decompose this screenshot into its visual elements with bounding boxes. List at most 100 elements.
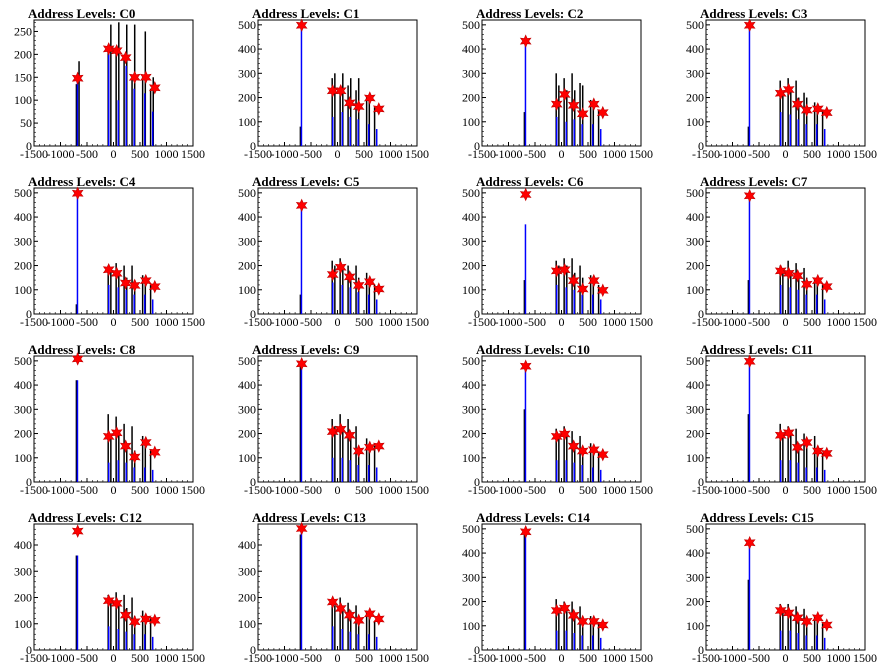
y-tick-label: 0	[250, 643, 256, 657]
x-tick-label: -1000	[271, 315, 299, 329]
y-tick-label: 100	[238, 451, 256, 465]
peak-marker	[587, 614, 600, 629]
x-tick-label: 1500	[405, 483, 429, 497]
peak-marker	[363, 275, 376, 289]
y-tick-label: 0	[698, 643, 704, 657]
x-tick-label: 500	[355, 315, 373, 329]
chart-title: Address Levels: C3	[700, 6, 808, 21]
chart-svg: Address Levels: C20100200300400500-1500-…	[462, 6, 653, 161]
x-tick-label: 1000	[827, 147, 851, 161]
x-tick-label: -1500	[244, 483, 272, 497]
y-tick-label: 300	[14, 402, 32, 416]
peak-marker	[567, 439, 580, 453]
y-tick-label: 200	[462, 91, 480, 105]
y-tick-label: 100	[462, 619, 480, 633]
y-tick-label: 100	[14, 617, 32, 631]
peak-marker	[363, 607, 376, 621]
peak-marker	[110, 43, 123, 58]
peak-marker	[352, 613, 365, 628]
x-tick-label: -1500	[692, 315, 720, 329]
peak-marker	[558, 262, 571, 277]
x-tick-label: -1500	[692, 147, 720, 161]
x-tick-label: -1000	[47, 651, 75, 665]
peak-marker	[343, 270, 356, 284]
y-tick-label: 200	[14, 591, 32, 605]
x-tick-label: 0	[559, 651, 565, 665]
y-tick-label: 500	[238, 18, 256, 32]
chart-svg: Address Levels: C13 0 100 200 300 400 -1500-10…	[238, 510, 429, 665]
y-tick-label: 300	[686, 66, 704, 80]
x-tick-label: -500	[300, 483, 322, 497]
y-tick-label: 400	[238, 538, 256, 552]
y-tick-label: 200	[462, 427, 480, 441]
peak-marker	[352, 278, 365, 293]
plot-frame	[481, 187, 642, 315]
chart-panel: Address Levels: C3 0 100 200 300 400 500 -1500-…	[672, 0, 896, 168]
chart-title: Address Levels: C0	[28, 6, 135, 21]
y-tick-label: 100	[238, 617, 256, 631]
y-tick-label: 400	[238, 42, 256, 56]
y-tick-label: 250	[14, 24, 32, 38]
y-tick-label: 200	[686, 427, 704, 441]
x-tick-label: 1500	[181, 315, 205, 329]
x-tick-label: 1500	[181, 651, 205, 665]
peak-marker	[148, 81, 161, 95]
peak-marker	[587, 97, 600, 111]
peak-marker	[372, 439, 385, 453]
peak-marker	[128, 70, 141, 85]
chart-svg: Address Levels: C80100200300400500-1500-…	[14, 342, 205, 497]
peak-marker	[148, 445, 161, 459]
y-tick-label: 100	[686, 283, 704, 297]
peak-marker	[558, 601, 571, 615]
chart-panel: Address Levels: C1 0 100 200 300 400 500 -1500-…	[224, 0, 448, 168]
peak-marker	[295, 198, 308, 213]
x-tick-label: -1500	[468, 483, 496, 497]
peak-marker	[372, 102, 385, 116]
x-tick-label: -500	[524, 147, 546, 161]
peak-marker	[326, 267, 339, 282]
peak-marker	[820, 446, 833, 461]
peak-marker	[519, 34, 532, 48]
x-tick-label: 1000	[155, 483, 179, 497]
x-tick-label: 1000	[603, 315, 627, 329]
x-tick-label: 1500	[181, 483, 205, 497]
x-tick-label: 500	[579, 483, 597, 497]
peak-marker	[139, 612, 152, 626]
x-tick-label: 500	[579, 651, 597, 665]
peak-marker	[774, 264, 787, 278]
x-tick-label: -500	[300, 315, 322, 329]
x-tick-label: -500	[524, 483, 546, 497]
peak-marker	[295, 521, 308, 536]
peak-marker	[791, 268, 804, 283]
chart-title: Address Levels: C10	[476, 342, 590, 357]
y-tick-label: 100	[14, 451, 32, 465]
x-tick-label: 0	[335, 147, 341, 161]
y-tick-label: 300	[686, 402, 704, 416]
peak-marker	[102, 593, 115, 608]
x-tick-label: -1500	[244, 147, 272, 161]
y-tick-label: 300	[462, 570, 480, 584]
peak-marker	[519, 525, 532, 539]
chart-svg: Address Levels: C50100200300400500-1500-…	[238, 174, 429, 329]
chart-panel: Address Levels: C6 0 100 200 300 400 500 -1500-…	[448, 168, 672, 336]
x-tick-label: 0	[335, 483, 341, 497]
x-tick-label: 1000	[827, 315, 851, 329]
x-tick-label: 500	[355, 147, 373, 161]
x-tick-label: 1500	[405, 315, 429, 329]
peak-marker	[71, 186, 84, 201]
x-tick-label: 0	[111, 315, 117, 329]
y-tick-label: 300	[686, 234, 704, 248]
peak-marker	[558, 87, 571, 102]
x-tick-label: 1000	[379, 147, 403, 161]
chart-svg: Address Levels: C10 0 100 200 300 400 500 -1500…	[462, 342, 653, 497]
peak-marker	[148, 613, 161, 628]
peak-marker	[567, 273, 580, 288]
y-tick-label: 200	[238, 91, 256, 105]
x-tick-label: -500	[300, 147, 322, 161]
peak-marker	[372, 282, 385, 296]
y-tick-label: 300	[14, 564, 32, 578]
y-tick-label: 200	[14, 259, 32, 273]
x-tick-label: -500	[524, 315, 546, 329]
peak-marker	[587, 443, 600, 457]
x-tick-label: 1500	[853, 315, 877, 329]
